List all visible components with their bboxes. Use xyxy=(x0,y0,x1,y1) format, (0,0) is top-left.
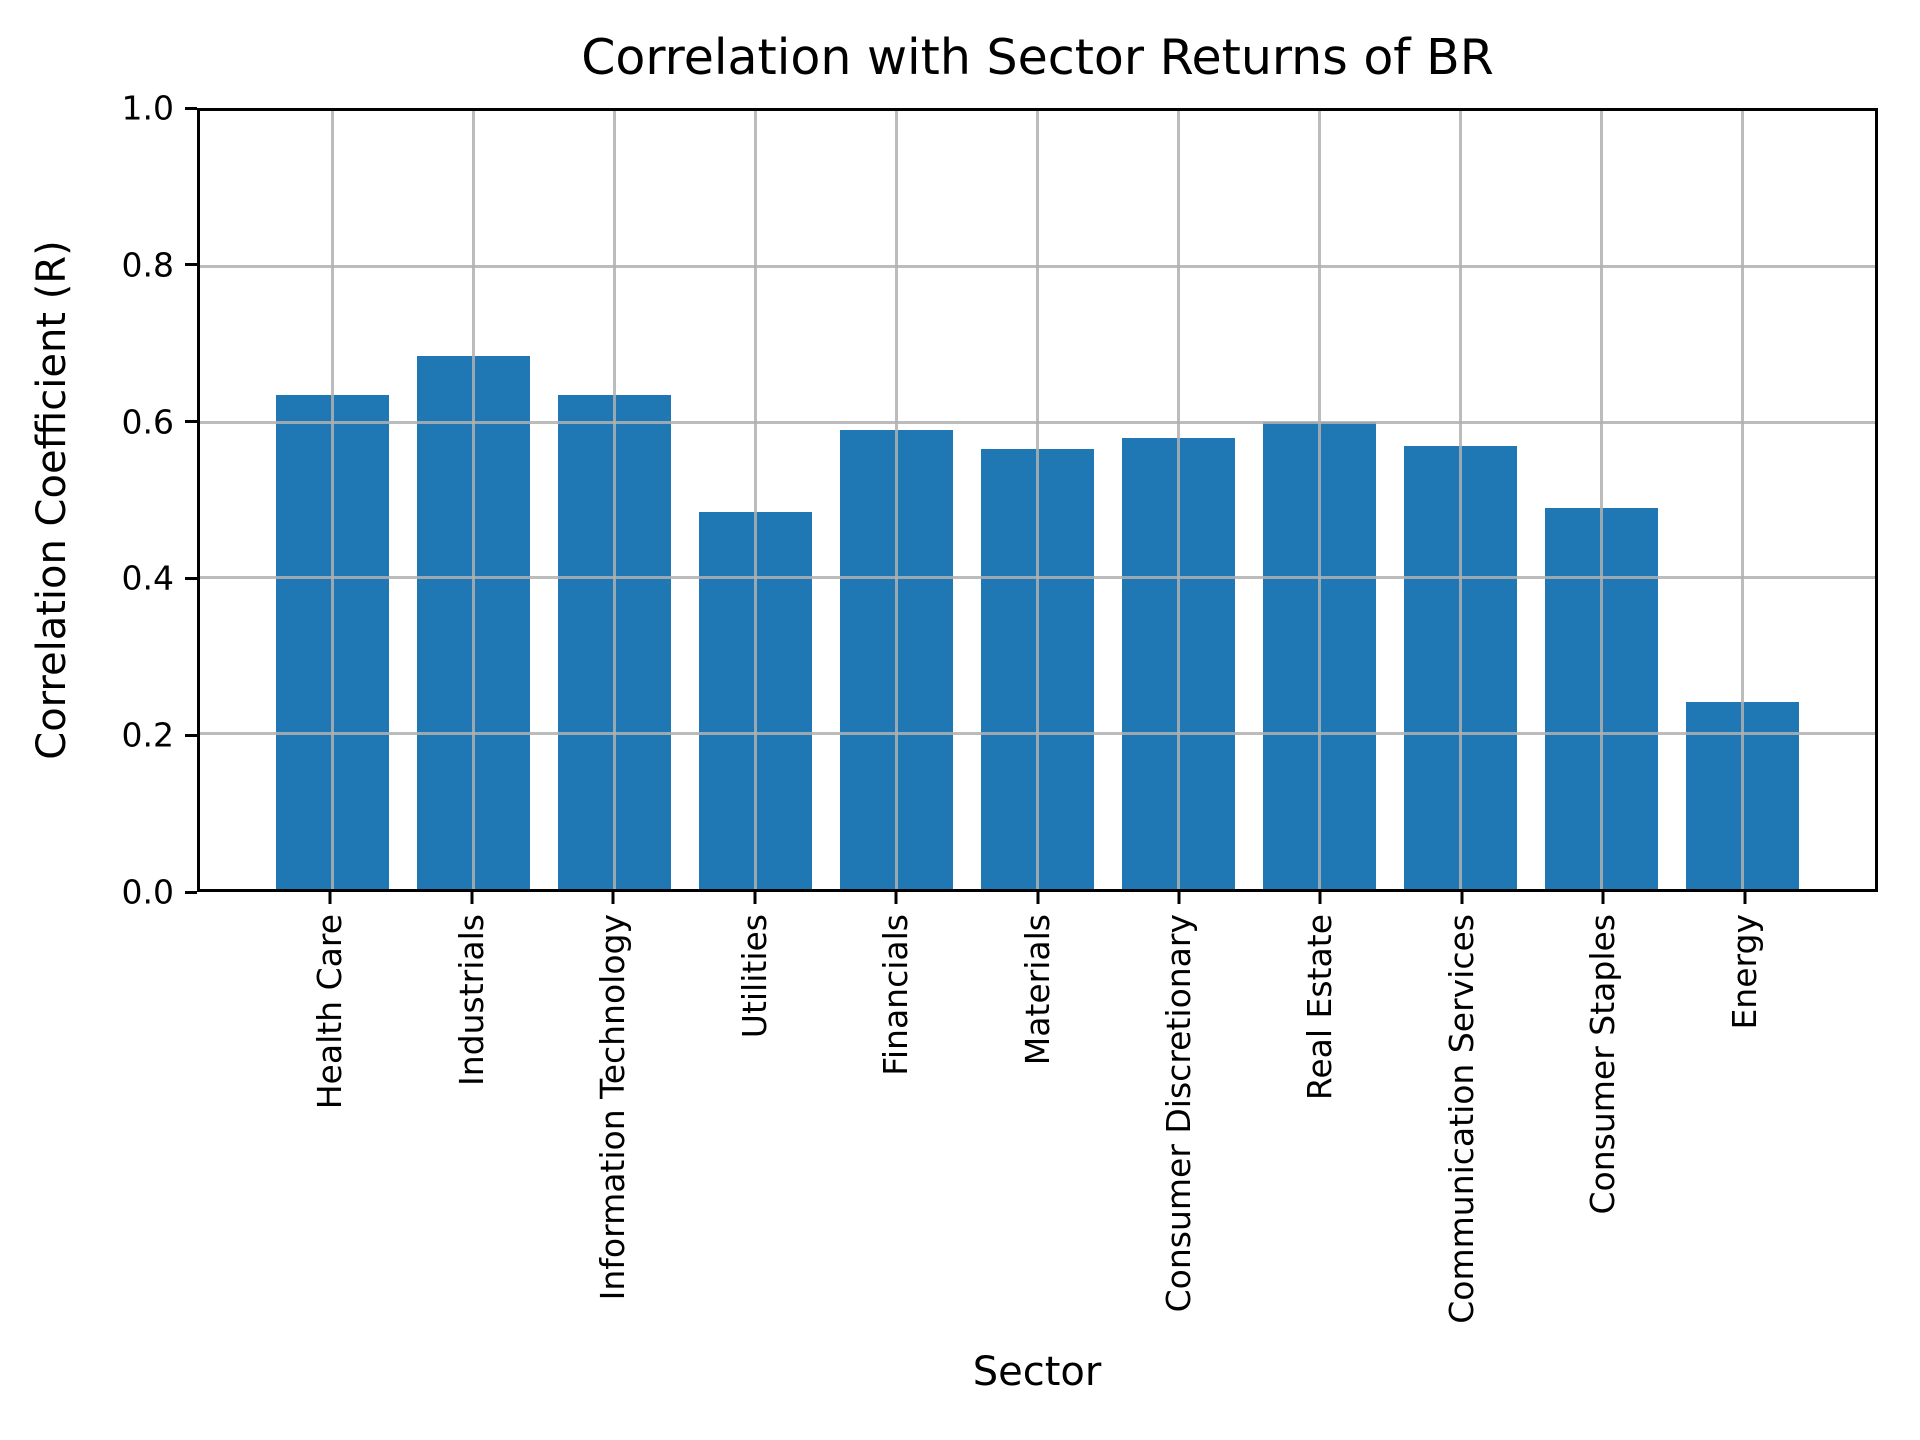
y-tick-label: 0.0 xyxy=(121,872,174,912)
plot-area xyxy=(197,108,1878,892)
bar xyxy=(276,394,389,889)
x-tick-label: Health Care xyxy=(310,914,349,1110)
y-tick-label: 1.0 xyxy=(121,88,174,128)
x-axis: Health Care Industrials Information Techno… xyxy=(197,892,1878,1392)
x-tick-label: Information Technology xyxy=(593,914,632,1301)
x-tick-mark xyxy=(1601,892,1605,904)
x-tick-mark xyxy=(1177,892,1181,904)
bar xyxy=(840,429,953,889)
bar xyxy=(699,511,812,889)
x-tick-mark xyxy=(611,892,615,904)
x-tick-mark xyxy=(1743,892,1747,904)
y-tick-label: 0.4 xyxy=(121,558,174,598)
x-tick-label: Consumer Staples xyxy=(1583,914,1623,1215)
x-tick-label: Communication Services xyxy=(1441,914,1481,1324)
x-tick-mark xyxy=(1460,892,1464,904)
x-tick-mark xyxy=(894,892,898,904)
x-tick-mark xyxy=(753,892,756,904)
y-tick-mark xyxy=(185,106,197,110)
x-axis-label: Sector xyxy=(972,1349,1102,1395)
bar xyxy=(417,356,530,889)
y-tick-mark xyxy=(185,733,197,737)
y-tick-mark xyxy=(185,576,197,580)
bar xyxy=(1122,437,1235,889)
bar xyxy=(1545,507,1658,889)
y-tick-mark xyxy=(185,263,197,267)
x-tick-label: Consumer Discretionary xyxy=(1158,914,1198,1313)
x-tick-label: Energy xyxy=(1724,914,1764,1030)
y-axis-label: Correlation Coefficient (R) xyxy=(29,240,75,760)
bars-layer xyxy=(200,111,1875,889)
chart-title: Correlation with Sector Returns of BR xyxy=(581,29,1494,86)
x-tick-label: Financials xyxy=(876,914,915,1076)
x-tick-label: Industrials xyxy=(451,914,491,1086)
x-tick-label: Real Estate xyxy=(1300,914,1340,1101)
bar xyxy=(1404,445,1517,889)
bar xyxy=(558,394,671,889)
x-tick-label: Utilities xyxy=(734,914,774,1039)
y-tick-label: 0.2 xyxy=(121,715,174,755)
bar xyxy=(1263,422,1376,889)
x-tick-mark xyxy=(1318,892,1322,904)
y-tick-label: 0.8 xyxy=(121,245,174,285)
bar xyxy=(981,449,1094,889)
y-tick-label: 0.6 xyxy=(121,402,174,442)
x-tick-label: Materials xyxy=(1017,914,1057,1066)
y-tick-mark xyxy=(185,420,197,424)
x-tick-mark xyxy=(470,892,473,904)
x-tick-mark xyxy=(1036,892,1039,904)
y-tick-mark xyxy=(185,890,197,894)
x-tick-mark xyxy=(328,892,332,904)
bar xyxy=(1686,702,1799,889)
